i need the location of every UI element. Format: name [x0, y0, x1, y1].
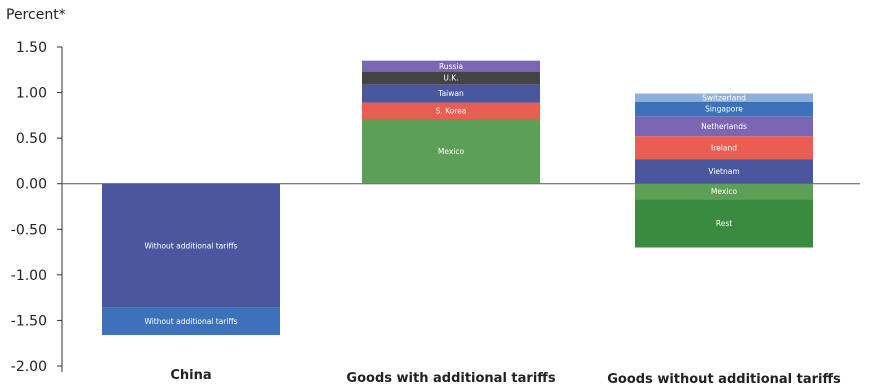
bar-segment [362, 60, 540, 72]
segment-label: U.K. [443, 74, 458, 83]
bar-segment [635, 93, 813, 102]
y-tick-label: 1.00 [16, 86, 47, 102]
bar-segment [362, 102, 540, 120]
segment-label: Mexico [438, 147, 465, 156]
segment-label: Without additional tariffs [144, 317, 237, 326]
bar-segment [362, 71, 540, 85]
bar-segment [635, 199, 813, 248]
y-axis-label: Percent* [6, 7, 66, 23]
segment-label: Ireland [711, 143, 737, 152]
y-tick-label: 0.00 [16, 177, 47, 193]
segment-label: Mexico [711, 187, 738, 196]
bar-segment [635, 116, 813, 137]
bars: Without additional tariffs Without additi… [102, 60, 813, 336]
bar-1: Mexico S. Korea Taiwan U.K. Russia [362, 60, 540, 184]
y-tick-label: -1.00 [11, 268, 47, 284]
category-label: Goods without additional tariffs [607, 372, 841, 385]
bar-segment [635, 183, 813, 200]
y-tick-label: -2.00 [11, 359, 47, 375]
y-tick-label: -0.50 [11, 222, 47, 238]
bar-segment [635, 101, 813, 117]
segment-label: Switzerland [702, 93, 746, 102]
segment-label: Vietnam [708, 167, 739, 176]
bar-segment [102, 183, 280, 308]
y-tick-label: -1.50 [11, 313, 47, 329]
bar-segment [362, 84, 540, 103]
segment-label: Singapore [705, 105, 743, 114]
segment-label: Russia [439, 62, 463, 71]
category-labels: China Goods with additional tariffs Goods … [170, 368, 841, 385]
segment-label: Rest [716, 219, 732, 228]
segment-label: S. Korea [436, 107, 467, 116]
bar-segment [635, 159, 813, 184]
bar-segment [635, 136, 813, 160]
bar-segment [102, 307, 280, 336]
category-label: China [170, 368, 211, 383]
y-tick-label: 1.50 [16, 40, 47, 56]
category-label: Goods with additional tariffs [346, 371, 555, 385]
bar-2: Vietnam Ireland Netherlands Singapore Switze… [635, 93, 813, 248]
segment-label: Taiwan [437, 89, 464, 98]
segment-label: Netherlands [701, 122, 747, 131]
segment-label: Without additional tariffs [144, 241, 237, 250]
bar-0: Without additional tariffs Without additi… [102, 183, 280, 336]
bar-segment [362, 119, 540, 184]
y-tick-label: 0.50 [16, 131, 47, 147]
